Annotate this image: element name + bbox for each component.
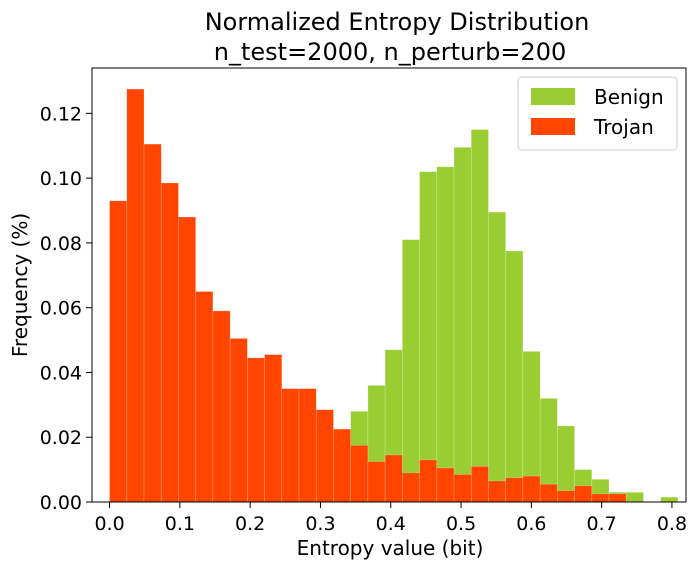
x-tick-label-3: 0.3	[305, 513, 335, 535]
trojan-bar-6	[212, 310, 231, 503]
benign-bar-17	[625, 491, 644, 503]
trojan-bar-28	[591, 493, 610, 503]
y-tick-label-5: 0.10	[40, 168, 82, 190]
benign-bar-18	[660, 496, 679, 503]
trojan-bar-4	[178, 216, 196, 503]
trojan-bar-1	[126, 88, 145, 503]
benign-bar-4	[402, 239, 420, 503]
trojan-bar-29	[608, 493, 627, 503]
y-tick-label-6: 0.12	[40, 103, 82, 125]
legend-label-trojan: Trojan	[593, 115, 654, 139]
trojan-bar-25	[539, 483, 558, 503]
legend: Benign Trojan	[517, 76, 678, 151]
trojan-bar-16	[384, 454, 403, 503]
y-tick-label-1: 0.02	[40, 427, 82, 449]
legend-label-benign: Benign	[594, 85, 664, 109]
trojan-bar-0	[109, 200, 128, 503]
x-tick-label-4: 0.4	[376, 513, 406, 535]
trojan-bar-14	[350, 445, 369, 503]
plot-frame	[91, 67, 687, 503]
benign-bar-8	[470, 129, 489, 503]
legend-swatch-trojan	[531, 118, 575, 135]
x-tick-label-5: 0.5	[446, 513, 476, 535]
trojan-bars	[109, 88, 627, 503]
trojan-bar-9	[264, 354, 283, 503]
trojan-bar-17	[402, 472, 420, 503]
y-tick-label-0: 0.00	[40, 492, 82, 514]
trojan-bar-19	[436, 467, 455, 503]
y-axis-label: Frequency (%)	[8, 213, 32, 357]
benign-bar-7	[453, 147, 472, 503]
benign-bars	[333, 129, 679, 503]
trojan-bar-20	[453, 474, 472, 503]
trojan-bar-15	[367, 461, 386, 503]
benign-bar-9	[488, 211, 506, 503]
chart-title-line-2: n_test=2000, n_perturb=200	[214, 38, 566, 66]
trojan-bar-8	[247, 357, 265, 503]
trojan-bar-21	[470, 466, 489, 503]
trojan-bar-27	[574, 485, 593, 503]
x-tick-label-2: 0.2	[235, 513, 265, 535]
trojan-bar-26	[557, 490, 575, 503]
trojan-bar-2	[143, 143, 162, 503]
benign-bar-5	[419, 171, 438, 503]
x-tick-label-7: 0.7	[587, 513, 617, 535]
trojan-bar-12	[315, 409, 334, 503]
x-axis-ticks: 0.0 0.1 0.2 0.3 0.4 0.5 0.6 0.7 0.8	[94, 502, 687, 535]
trojan-bar-11	[298, 388, 317, 503]
x-tick-label-1: 0.1	[165, 513, 195, 535]
trojan-bar-22	[488, 480, 506, 503]
benign-bar-10	[505, 250, 524, 503]
y-tick-label-2: 0.04	[40, 362, 82, 384]
y-tick-label-3: 0.06	[40, 298, 82, 320]
trojan-bar-10	[281, 388, 300, 503]
y-tick-label-4: 0.08	[40, 233, 82, 255]
trojan-bar-3	[160, 182, 179, 503]
benign-bar-6	[436, 166, 455, 503]
y-axis-ticks: 0.00 0.02 0.04 0.06 0.08 0.10 0.12	[40, 103, 92, 514]
x-axis-label: Entropy value (bit)	[297, 536, 484, 560]
trojan-bar-13	[333, 428, 351, 503]
chart-title-line-1: Normalized Entropy Distribution	[205, 8, 590, 36]
legend-swatch-benign	[531, 88, 575, 105]
trojan-bar-7	[229, 338, 248, 503]
trojan-bar-24	[522, 475, 541, 503]
trojan-bar-18	[419, 459, 438, 503]
trojan-bar-23	[505, 477, 524, 503]
x-tick-label-6: 0.6	[516, 513, 546, 535]
trojan-bar-5	[195, 291, 214, 503]
x-tick-label-0: 0.0	[94, 513, 124, 535]
x-tick-label-8: 0.8	[657, 513, 687, 535]
